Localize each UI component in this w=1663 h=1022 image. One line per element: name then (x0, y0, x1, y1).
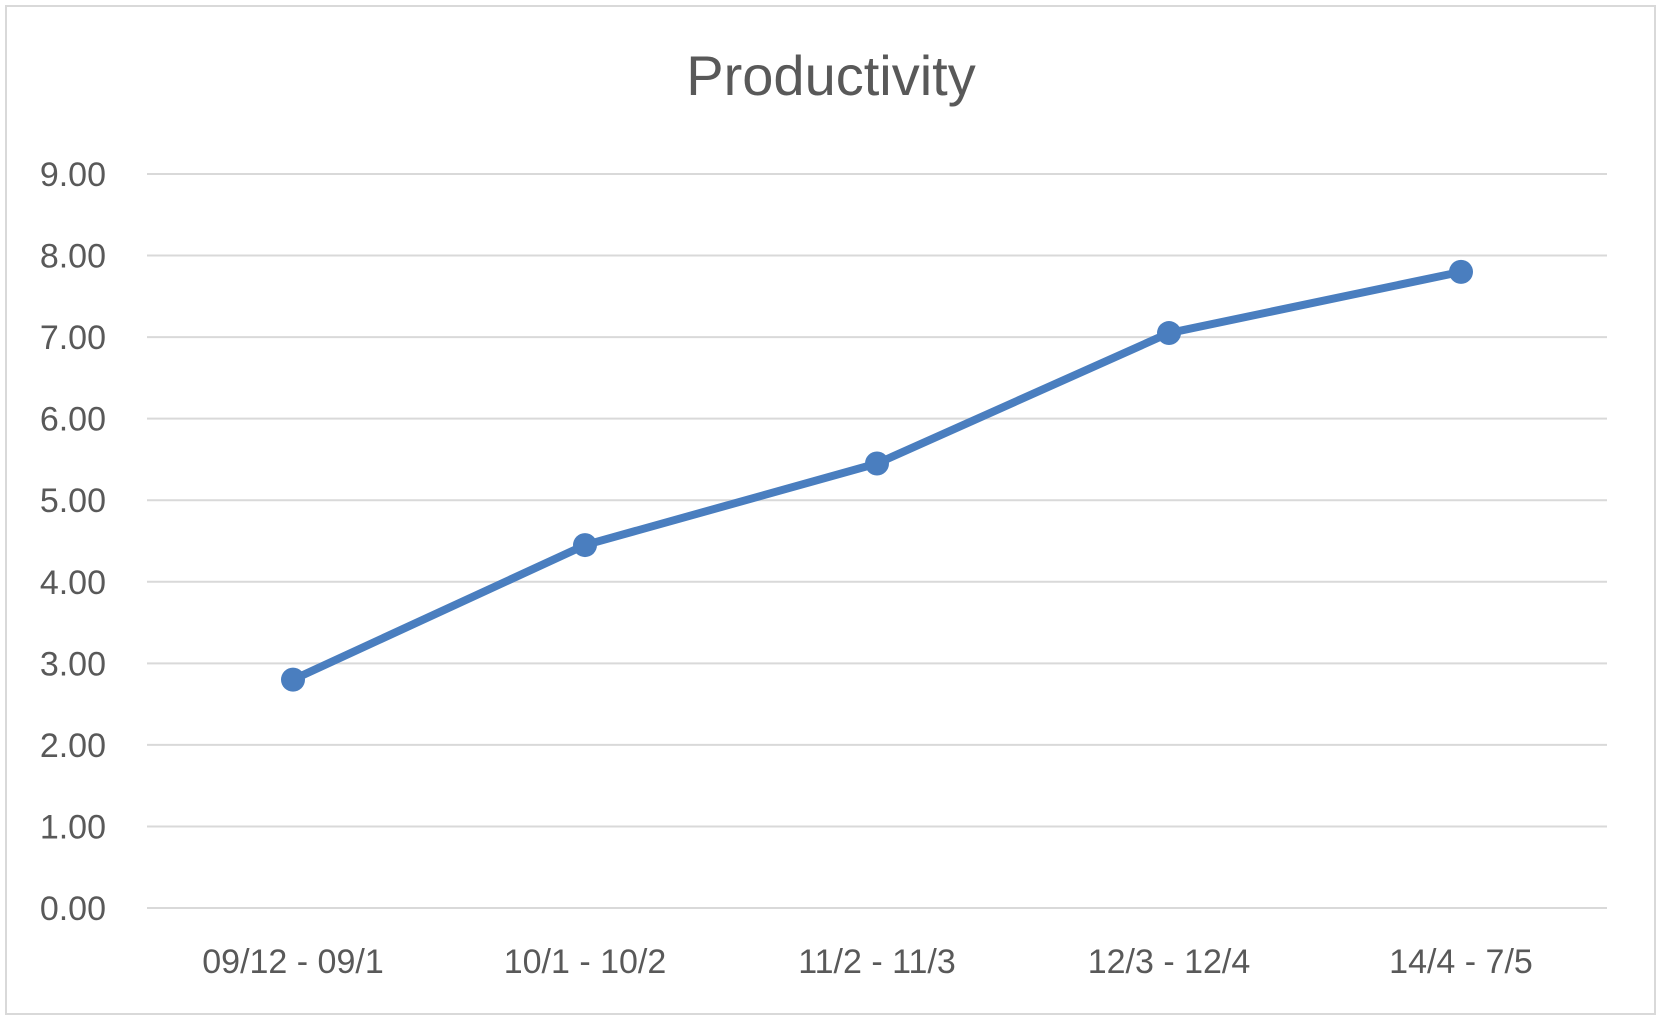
data-point[interactable] (281, 667, 305, 692)
y-tick-label: 7.00 (40, 319, 106, 357)
series-group (281, 259, 1473, 692)
data-point[interactable] (1157, 321, 1181, 346)
y-tick-label: 6.00 (40, 401, 106, 439)
x-tick-label: 14/4 - 7/5 (1389, 943, 1533, 981)
x-tick-label: 09/12 - 09/1 (202, 943, 383, 981)
y-tick-label: 4.00 (40, 564, 106, 602)
series-line (289, 267, 1465, 684)
y-tick-label: 5.00 (40, 482, 106, 520)
data-point[interactable] (1449, 259, 1473, 284)
y-axis-tick-labels: 0.00 1.00 2.00 3.00 4.00 5.00 6.00 7.00 8.00 9.00 (40, 156, 106, 928)
data-point[interactable] (865, 451, 889, 476)
y-tick-label: 8.00 (40, 238, 106, 276)
y-tick-label: 9.00 (40, 156, 106, 194)
gridlines (147, 173, 1607, 909)
x-tick-label: 11/2 - 11/3 (798, 943, 956, 981)
y-tick-label: 0.00 (40, 890, 106, 928)
x-tick-label: 12/3 - 12/4 (1088, 943, 1251, 981)
y-tick-label: 3.00 (40, 645, 106, 683)
y-tick-label: 1.00 (40, 808, 106, 846)
chart-title: Productivity (686, 44, 975, 107)
y-tick-label: 2.00 (40, 727, 106, 765)
x-tick-label: 10/1 - 10/2 (504, 943, 667, 981)
x-axis-tick-labels: 09/12 - 09/1 10/1 - 10/2 11/2 - 11/3 12/3 -… (202, 943, 1533, 981)
data-point[interactable] (573, 533, 597, 558)
